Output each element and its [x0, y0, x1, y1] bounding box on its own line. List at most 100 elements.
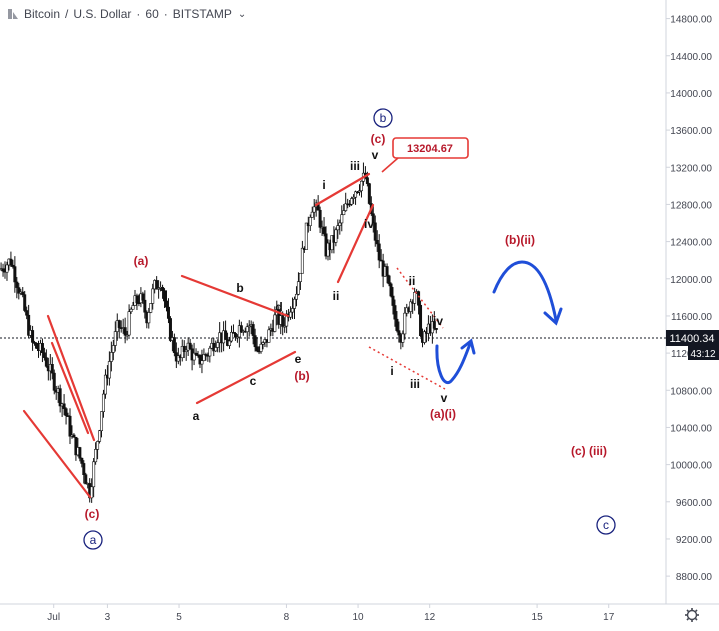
- candle-body: [155, 280, 159, 290]
- y-tick-label: 8800.00: [676, 572, 713, 583]
- candle-body: [109, 352, 113, 362]
- candle-body: [21, 291, 25, 295]
- candle-body: [214, 347, 218, 352]
- label-c-paren-top[interactable]: (c): [371, 132, 386, 146]
- wave-circle-a-label: a: [90, 533, 97, 547]
- candle-body: [182, 346, 186, 352]
- trendline-triangle-top[interactable]: [180, 274, 290, 318]
- x-tick-label: 12: [424, 612, 436, 623]
- projection-path[interactable]: [435, 260, 563, 384]
- candle-body: [273, 314, 277, 332]
- candle-body: [123, 327, 127, 336]
- projection-curve-2[interactable]: [492, 260, 558, 322]
- symbol-name: Bitcoin: [24, 7, 61, 21]
- label-up-i[interactable]: i: [322, 178, 325, 192]
- candle-body: [25, 310, 29, 316]
- trendline-b-up[interactable]: [314, 172, 371, 207]
- symbol-title[interactable]: Bitcoin / U.S. Dollar · 60 · BITSTAMP ⌄: [8, 6, 246, 22]
- candle-body: [291, 308, 295, 313]
- wave-circle-b[interactable]: b: [373, 108, 393, 128]
- trendline-a-3[interactable]: [50, 341, 90, 435]
- projection-curve-1[interactable]: [435, 342, 472, 384]
- label-b-paren[interactable]: (b): [294, 369, 309, 383]
- candle-body: [62, 403, 66, 409]
- trendline-a-2[interactable]: [46, 314, 96, 442]
- candle-body: [11, 264, 15, 267]
- candle-body: [233, 333, 237, 338]
- interval-sep: ·: [136, 7, 141, 21]
- trendlines[interactable]: [22, 172, 375, 499]
- label-c-paren-low[interactable]: (c): [85, 507, 100, 521]
- label-up-iii[interactable]: iii: [350, 159, 360, 173]
- candle-body: [304, 222, 308, 250]
- candle-body: [1, 268, 5, 272]
- label-up-iv[interactable]: iv: [364, 217, 374, 231]
- label-down-i[interactable]: i: [390, 364, 393, 378]
- candle-body: [375, 240, 379, 245]
- candle-body: [296, 281, 300, 295]
- label-down-iv[interactable]: iv: [433, 314, 443, 328]
- label-a-paren[interactable]: (a): [134, 254, 149, 268]
- y-tick-label: 10800.00: [670, 386, 712, 397]
- candle-body: [367, 183, 371, 204]
- candle-body: [334, 229, 338, 243]
- time-axis[interactable]: Jul 3 5 8 10 12 15 17: [47, 604, 615, 623]
- candle-body: [344, 203, 348, 211]
- projection-arrowhead-2[interactable]: [543, 307, 563, 326]
- label-sub-e[interactable]: e: [295, 352, 302, 366]
- label-sub-a[interactable]: a: [193, 409, 200, 423]
- channel-lower[interactable]: [368, 346, 446, 390]
- candle-body: [356, 191, 360, 194]
- wave-circle-c[interactable]: c: [596, 515, 616, 535]
- y-tick-label: 9600.00: [676, 498, 713, 509]
- candle-body: [417, 291, 421, 306]
- candle-body: [352, 196, 356, 199]
- label-sub-d[interactable]: d: [275, 300, 282, 314]
- candle-body: [80, 457, 84, 464]
- candle-body: [90, 486, 94, 499]
- candle-body: [422, 331, 426, 343]
- candle-body: [255, 346, 259, 352]
- candle-body: [166, 306, 170, 319]
- tradingview-logo-icon: [8, 9, 18, 19]
- candle-body: [239, 325, 243, 333]
- candle-body: [107, 361, 111, 379]
- y-tick-label: 10000.00: [670, 461, 712, 472]
- candle-body: [35, 342, 39, 349]
- y-tick-label: 12000.00: [670, 275, 712, 286]
- candle-body: [103, 374, 107, 395]
- candle-body: [129, 308, 133, 312]
- candle-body: [432, 321, 436, 329]
- label-b-ii[interactable]: (b)(ii): [505, 233, 535, 247]
- price-axis[interactable]: 8800.00 9200.00 9600.00 10000.00 10400.00 108…: [666, 15, 712, 584]
- label-up-ii[interactable]: ii: [333, 289, 340, 303]
- trendline-a-1[interactable]: [22, 409, 92, 499]
- label-sub-b[interactable]: b: [236, 281, 243, 295]
- candle-body: [401, 333, 405, 343]
- candle-body: [176, 355, 180, 362]
- chevron-down-icon[interactable]: ⌄: [237, 8, 247, 20]
- candle-body: [395, 318, 399, 331]
- candle-body: [387, 275, 391, 285]
- label-c-iii[interactable]: (c) (iii): [571, 444, 607, 458]
- wave-circle-a[interactable]: a: [83, 530, 103, 550]
- label-down-iii[interactable]: iii: [410, 377, 420, 391]
- candle-body: [202, 354, 206, 361]
- candle-body: [365, 177, 369, 184]
- price-callout[interactable]: 13204.67: [381, 137, 469, 173]
- label-down-ii[interactable]: ii: [409, 274, 416, 288]
- trendline-b-inner[interactable]: [336, 203, 375, 284]
- wave-circle-c-label: c: [603, 518, 609, 532]
- candlestick-series[interactable]: [0, 162, 438, 503]
- candle-body: [393, 305, 397, 320]
- gear-icon[interactable]: [685, 608, 699, 622]
- label-up-v[interactable]: v: [372, 148, 379, 162]
- label-sub-c[interactable]: c: [250, 374, 257, 388]
- label-down-v[interactable]: v: [441, 391, 448, 405]
- label-a-i[interactable]: (a)(i): [430, 407, 456, 421]
- trendline-triangle-bottom[interactable]: [195, 350, 297, 405]
- candle-body: [204, 354, 208, 356]
- projection-arrowhead-1[interactable]: [460, 338, 476, 355]
